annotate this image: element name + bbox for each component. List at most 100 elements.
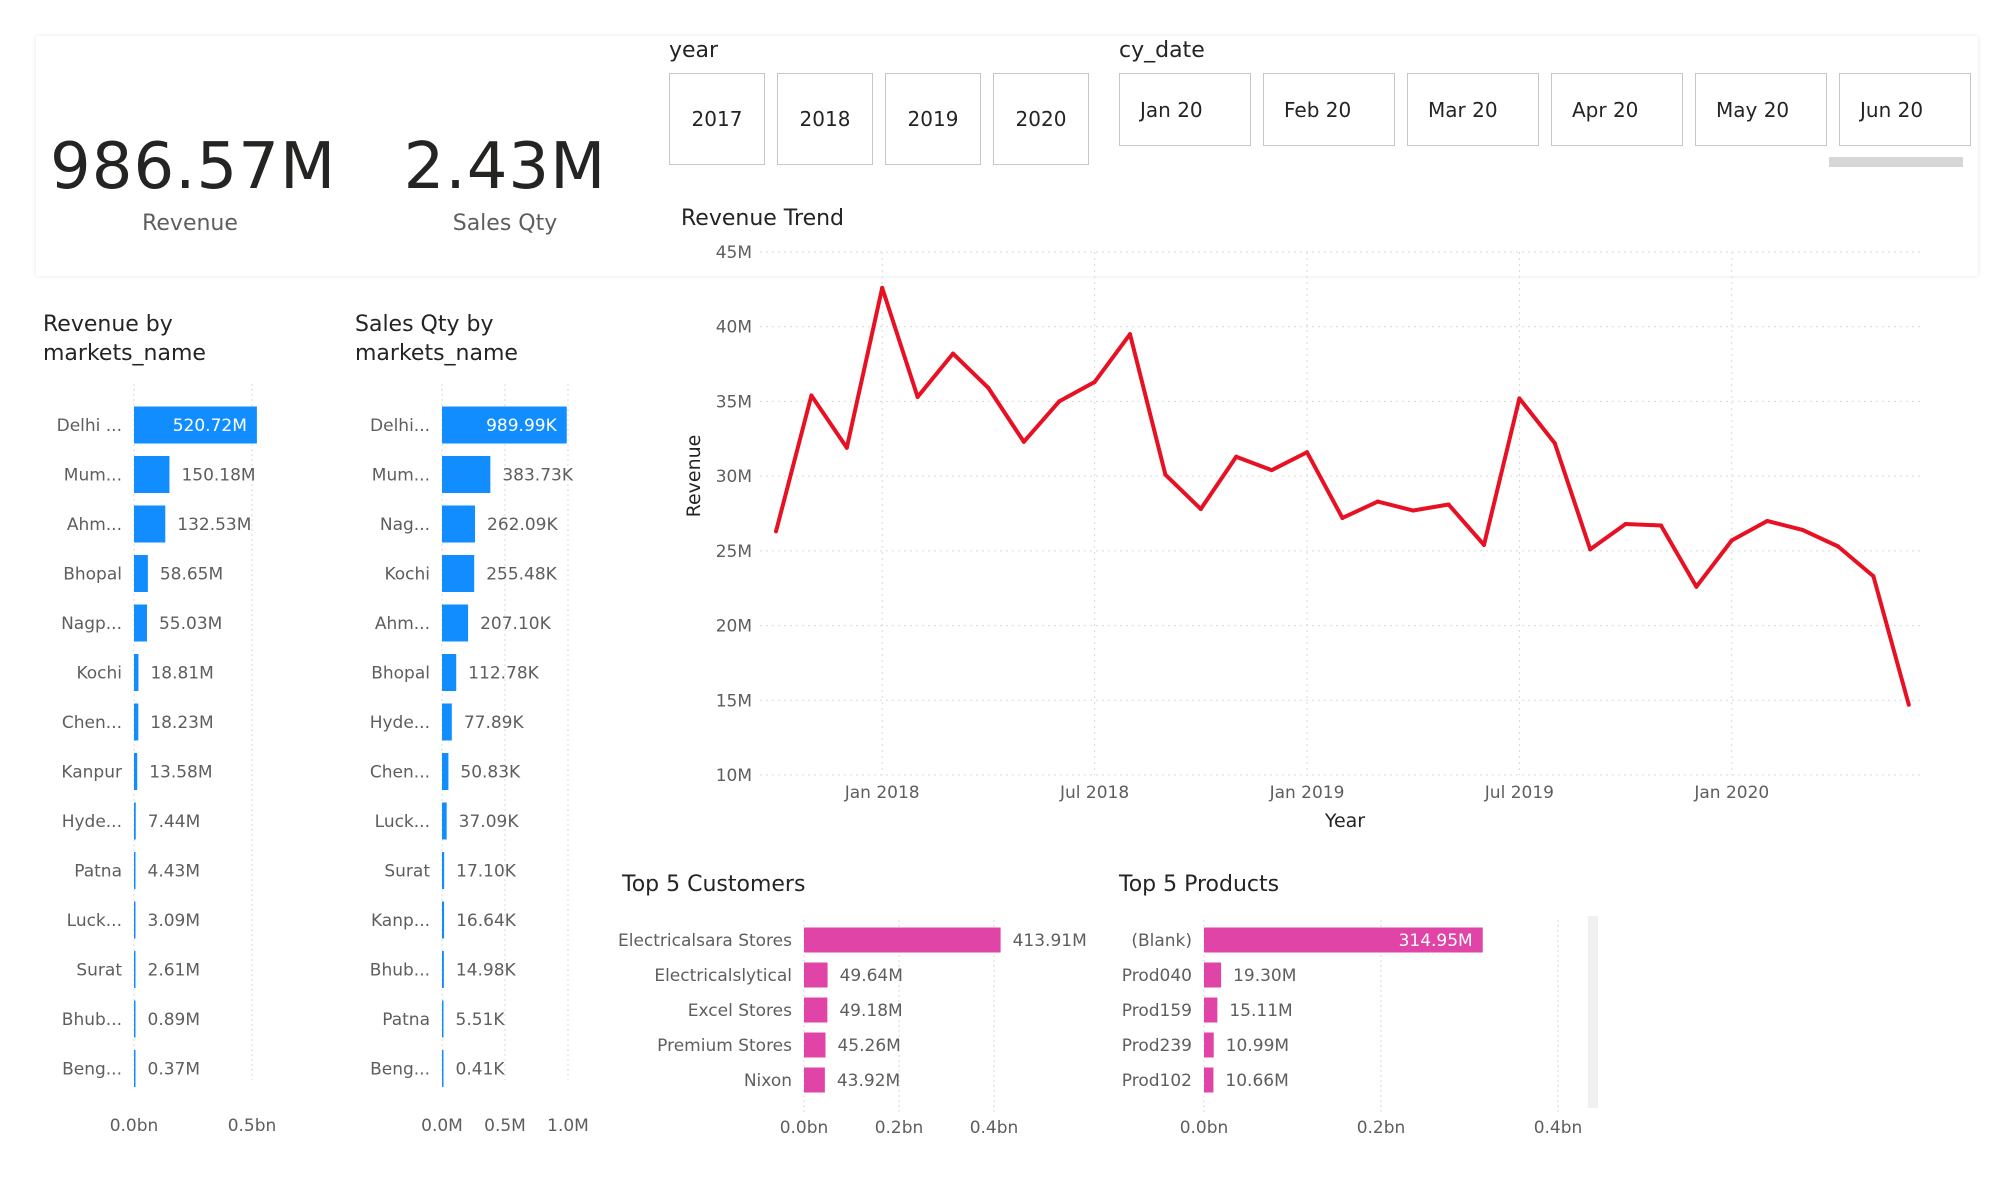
date-option-jun-20[interactable]: Jun 20	[1839, 73, 1971, 146]
qty_by_market-bar	[442, 604, 469, 642]
qty_by_market-category-label: Mum...	[372, 466, 430, 486]
revenue-trend-point	[1198, 507, 1203, 512]
qty_by_market-category-label: Nag...	[380, 515, 430, 535]
year-option-2018[interactable]: 2018	[777, 73, 873, 165]
revenue_by_market-data-label: 4.43M	[148, 862, 201, 882]
revenue_by_market-data-label: 520.72M	[173, 416, 247, 436]
revenue-by-market-chart[interactable]: 0.0bn 0.5bn Delhi ... 520.72M Mum... 150.18M A…	[40, 370, 320, 1150]
year-option-2020[interactable]: 2020	[993, 73, 1089, 165]
qty_by_market-data-label: 989.99K	[486, 416, 557, 436]
trend-x-axis-title: Year	[1324, 810, 1365, 832]
revenue_by_market-bar	[134, 456, 170, 493]
qty_by_market-data-label: 112.78K	[468, 664, 539, 684]
qty_by_market-x-tick: 1.0M	[547, 1116, 589, 1136]
revenue-trend-point	[1765, 518, 1770, 523]
qty_by_market-bar	[442, 753, 449, 790]
date-option-mar-20[interactable]: Mar 20	[1407, 73, 1539, 146]
year-option-2019[interactable]: 2019	[885, 73, 981, 165]
qty_by_market-bar	[442, 1050, 444, 1087]
revenue_by_market-bar	[134, 703, 139, 741]
revenue_by_market-category-label: Nagp...	[61, 614, 122, 634]
revenue-trend-point	[915, 394, 920, 399]
qty_by_market-category-label: Ahm...	[375, 614, 430, 634]
top_customers-data-label: 49.18M	[839, 1001, 902, 1021]
qty_by_market-bar	[442, 901, 445, 939]
qty-by-market-chart[interactable]: 0.0M 0.5M 1.0M Delhi... 989.99K Mum... 383.73K…	[350, 370, 610, 1150]
top_products-data-label: 10.66M	[1225, 1071, 1288, 1091]
revenue_by_market-category-label: Kochi	[76, 664, 122, 684]
top_customers-bar	[804, 962, 828, 988]
top_products-x-tick: 0.4bn	[1534, 1118, 1583, 1138]
top-products-chart[interactable]: 0.0bn 0.2bn 0.4bn (Blank) 314.95M Prod040 19.3…	[1100, 915, 1600, 1145]
revenue-trend-point	[1800, 527, 1805, 532]
qty_by_market-bar	[442, 555, 475, 592]
qty_by_market-bar	[442, 406, 567, 444]
revenue-trend-point	[1729, 538, 1734, 543]
revenue_by_market-category-label: Surat	[76, 961, 122, 981]
trend-x-tick: Jan 2018	[844, 783, 920, 803]
trend-y-tick: 20M	[716, 617, 752, 637]
revenue-trend-point	[1340, 515, 1345, 520]
qty_by_market-x-tick: 0.0M	[421, 1116, 463, 1136]
revenue-by-market-title-line2: markets_name	[43, 341, 206, 366]
revenue_by_market-bar	[134, 406, 257, 444]
revenue_by_market-x-tick: 0.5bn	[228, 1116, 277, 1136]
revenue-trend-point	[774, 529, 778, 534]
date-option-feb-20[interactable]: Feb 20	[1263, 73, 1395, 146]
revenue_by_market-data-label: 18.81M	[150, 664, 213, 684]
qty-by-market-title-line1: Sales Qty by	[355, 312, 494, 337]
date-slicer-scrollbar[interactable]	[1829, 157, 1963, 167]
qty_by_market-bar	[442, 852, 445, 889]
revenue_by_market-data-label: 58.65M	[160, 565, 223, 585]
revenue_by_market-x-tick: 0.0bn	[110, 1116, 159, 1136]
revenue-trend-point	[1375, 499, 1380, 504]
revenue_by_market-bar	[134, 654, 139, 691]
revenue_by_market-category-label: Mum...	[64, 466, 122, 486]
top_customers-x-tick: 0.2bn	[875, 1118, 924, 1138]
revenue-trend-chart[interactable]: 10M 15M 20M 25M 30M 35M 40M 45M Jan 2018 Jul 2018…	[680, 230, 1940, 840]
revenue-by-market-title-line1: Revenue by	[43, 312, 173, 337]
revenue_by_market-bar	[134, 753, 138, 790]
revenue-kpi-label: Revenue	[142, 211, 238, 236]
qty_by_market-category-label: Hyde...	[370, 713, 430, 733]
qty_by_market-data-label: 37.09K	[459, 812, 520, 832]
year-option-2017[interactable]: 2017	[669, 73, 765, 165]
top_products-bar	[1204, 927, 1483, 953]
revenue-trend-point	[1836, 544, 1840, 549]
trend-y-tick: 40M	[716, 318, 752, 338]
revenue_by_market-bar	[134, 1050, 136, 1087]
revenue-trend-point	[1234, 454, 1239, 459]
date-option-apr-20[interactable]: Apr 20	[1551, 73, 1683, 146]
top_customers-bar	[804, 927, 1001, 953]
top_customers-x-tick: 0.4bn	[970, 1118, 1019, 1138]
date-option-may-20[interactable]: May 20	[1695, 73, 1827, 146]
revenue_by_market-category-label: Patna	[74, 862, 122, 882]
trend-x-tick: Jan 2019	[1269, 783, 1345, 803]
revenue-trend-title: Revenue Trend	[681, 206, 845, 231]
top_products-category-label: Prod102	[1122, 1071, 1192, 1091]
revenue_by_market-bar	[134, 852, 136, 889]
sales-qty-kpi-label: Sales Qty	[452, 211, 558, 236]
revenue_by_market-category-label: Luck...	[67, 911, 122, 931]
revenue-trend-point	[1588, 547, 1593, 552]
qty_by_market-category-label: Patna	[382, 1010, 430, 1030]
top_products-category-label: Prod159	[1122, 1001, 1192, 1021]
top_products-category-label: Prod239	[1122, 1036, 1192, 1056]
revenue-trend-point	[1021, 439, 1026, 444]
qty-by-market-title-line2: markets_name	[355, 341, 518, 366]
top-products-scrollbar[interactable]	[1588, 916, 1598, 1108]
qty_by_market-category-label: Surat	[384, 862, 430, 882]
top-customers-chart[interactable]: 0.0bn 0.2bn 0.4bn Electricalsara Stores 413.…	[610, 915, 1110, 1145]
qty_by_market-category-label: Kanp...	[371, 911, 430, 931]
qty_by_market-category-label: Bhub...	[370, 961, 430, 981]
top-products-title: Top 5 Products	[1119, 872, 1280, 897]
qty_by_market-category-label: Bhopal	[371, 664, 430, 684]
qty_by_market-bar	[442, 802, 447, 840]
qty_by_market-category-label: Chen...	[370, 763, 430, 783]
revenue-trend-point	[1623, 521, 1628, 526]
top_products-x-tick: 0.0bn	[1180, 1118, 1229, 1138]
revenue-trend-point	[1694, 584, 1699, 589]
date-option-jan-20[interactable]: Jan 20	[1119, 73, 1251, 146]
qty_by_market-data-label: 262.09K	[487, 515, 558, 535]
trend-y-tick: 35M	[716, 392, 752, 412]
